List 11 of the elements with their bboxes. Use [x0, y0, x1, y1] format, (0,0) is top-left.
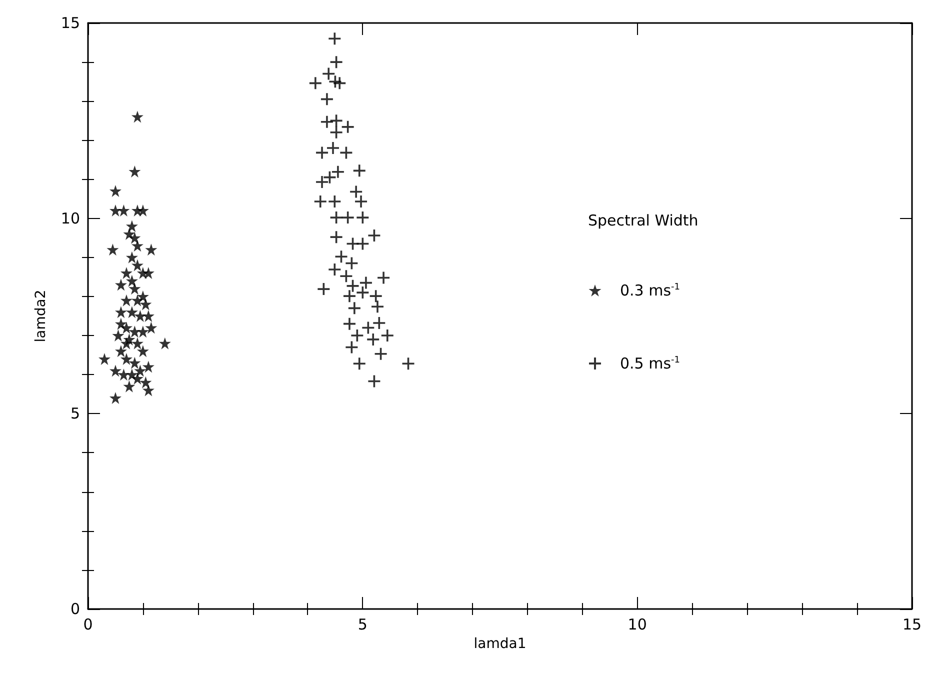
- x-tick-label: 0: [83, 616, 93, 634]
- x-tick-label: 10: [628, 616, 647, 634]
- y-tick-label: 5: [70, 404, 80, 423]
- y-tick-label: 10: [60, 209, 80, 228]
- x-tick-label: 15: [902, 616, 922, 634]
- x-tick-label: 5: [358, 616, 368, 634]
- legend-title: Spectral Width: [588, 212, 698, 230]
- y-axis-title: lamda2: [33, 290, 49, 342]
- y-tick-label: 0: [70, 600, 80, 618]
- x-axis-title: lamda1: [474, 636, 526, 652]
- y-tick-label: 15: [60, 14, 80, 32]
